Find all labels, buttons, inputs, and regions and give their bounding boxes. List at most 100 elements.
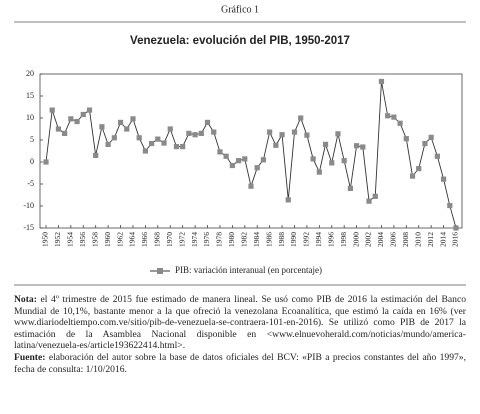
point — [180, 144, 186, 150]
point — [111, 135, 117, 141]
point — [304, 132, 310, 138]
point — [310, 156, 316, 162]
x-tick-label: 1982 — [240, 232, 249, 247]
point — [341, 158, 347, 164]
point — [360, 144, 366, 150]
x-tick-label: 1980 — [227, 232, 236, 247]
source-text: elaboración del autor sobre la base de d… — [14, 351, 466, 375]
point — [105, 141, 111, 147]
x-tick-label: 2006 — [389, 232, 398, 247]
point — [267, 129, 273, 135]
point — [366, 198, 372, 204]
point — [192, 132, 198, 138]
point — [447, 202, 453, 209]
y-tick-label: 15 — [26, 91, 34, 100]
point — [335, 131, 341, 137]
note: Nota: el 4º trimestre de 2015 fue estima… — [14, 294, 466, 352]
x-tick-label: 1964 — [128, 232, 137, 247]
point — [198, 130, 204, 136]
y-tick-label: -10 — [23, 201, 34, 210]
point — [211, 129, 217, 135]
note-text: el 4º trimestre de 2015 fue estimado de … — [14, 294, 466, 352]
x-tick-label: 1954 — [66, 232, 75, 247]
y-tick-label: -5 — [27, 179, 34, 188]
chart-title: Venezuela: evolución del PIB, 1950-2017 — [130, 35, 350, 47]
figure-label: Gráfico 1 — [221, 4, 259, 15]
legend-marker — [157, 268, 163, 274]
point — [242, 156, 248, 162]
point — [136, 135, 142, 141]
point — [409, 173, 416, 179]
point — [99, 124, 105, 130]
point — [273, 142, 279, 148]
plot-frame — [39, 73, 463, 229]
point — [279, 132, 285, 138]
point — [55, 126, 62, 132]
x-tick-label: 2004 — [376, 232, 385, 247]
x-tick-label: 1950 — [41, 232, 50, 247]
x-tick-label: 1990 — [289, 232, 298, 247]
x-tick-label: 1966 — [140, 232, 149, 247]
point — [161, 140, 167, 146]
x-tick-label: 1986 — [264, 232, 273, 247]
series-line — [45, 81, 457, 229]
y-tick-label: 5 — [30, 135, 34, 144]
point — [354, 143, 360, 149]
point — [43, 159, 49, 165]
x-tick-label: 2000 — [351, 232, 360, 247]
point — [124, 126, 130, 132]
x-tick-label: 2014 — [438, 232, 447, 247]
notes: Nota: el 4º trimestre de 2015 fue estima… — [14, 294, 466, 375]
x-tick-label: 1994 — [314, 232, 323, 247]
x-tick-label: 1996 — [326, 232, 335, 247]
point — [248, 183, 254, 189]
point — [422, 140, 428, 147]
point — [117, 119, 124, 125]
x-tick-label: 1960 — [103, 232, 112, 247]
x-tick-label: 2002 — [364, 232, 373, 247]
point — [329, 160, 335, 166]
point — [229, 162, 235, 169]
point — [347, 185, 353, 191]
point — [167, 126, 173, 132]
point — [260, 157, 267, 163]
y-tick-label: 0 — [30, 157, 34, 166]
point — [254, 165, 260, 171]
x-tick-label: 2012 — [426, 232, 435, 247]
x-tick-label: 1968 — [153, 232, 162, 247]
note-label: Nota: — [14, 294, 37, 305]
x-tick-label: 1978 — [215, 232, 224, 247]
point — [86, 107, 93, 113]
point — [316, 169, 322, 175]
source-label: Fuente: — [14, 351, 46, 363]
legend-label: PIB: variación interanual (en porcentaje… — [175, 265, 322, 275]
point — [298, 115, 304, 121]
x-tick-label: 1984 — [252, 232, 261, 247]
x-tick-label: 1952 — [53, 232, 62, 247]
x-tick-label: 2016 — [451, 232, 460, 247]
point — [235, 158, 242, 164]
point — [217, 149, 223, 155]
point — [322, 141, 329, 147]
x-tick-label: 1970 — [165, 232, 174, 247]
x-tick-label: 1976 — [202, 232, 211, 247]
point — [142, 148, 148, 154]
point — [391, 114, 397, 120]
source: Fuente: elaboración del autor sobre la b… — [14, 352, 466, 375]
x-tick-label: 1992 — [302, 232, 311, 247]
point — [291, 129, 298, 135]
x-tick-label: 1956 — [78, 232, 87, 247]
point — [434, 153, 440, 159]
y-tick-label: 20 — [26, 69, 34, 78]
x-tick-label: 1972 — [177, 232, 186, 247]
y-tick-label: -15 — [23, 223, 34, 232]
point — [149, 140, 155, 147]
x-tick-label: 1974 — [190, 232, 199, 247]
point — [204, 119, 211, 125]
point — [440, 176, 447, 182]
point — [155, 136, 161, 142]
point — [416, 166, 422, 172]
y-tick-label: 10 — [26, 113, 34, 122]
x-tick-label: 1958 — [90, 232, 99, 247]
